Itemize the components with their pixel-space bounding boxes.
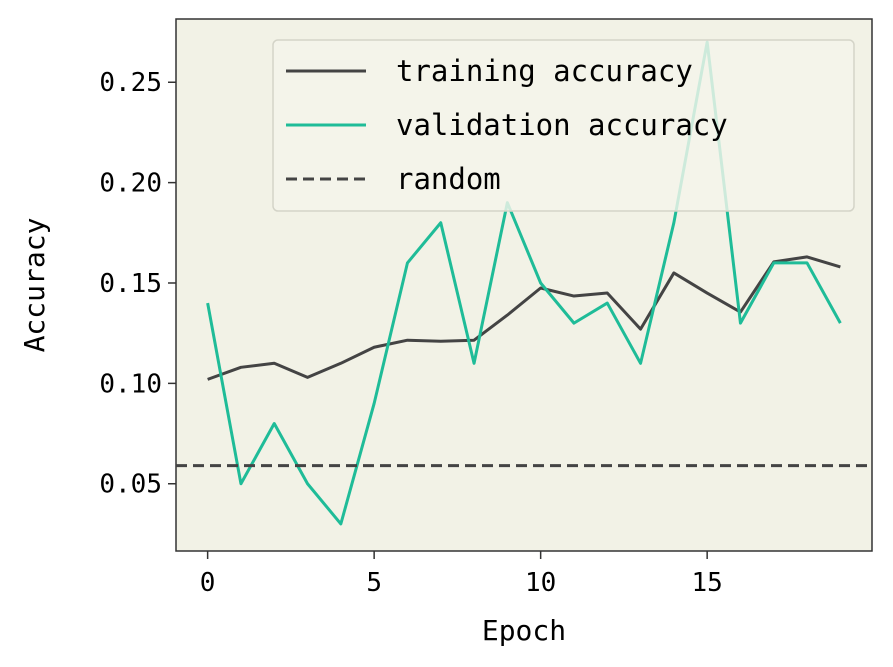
x-tick-label: 5	[366, 568, 382, 598]
y-tick-label: 0.20	[99, 169, 162, 199]
series-line-validation-accuracy	[206, 40, 842, 526]
series-line-training-accuracy	[207, 255, 841, 381]
x-tick-label: 10	[525, 568, 556, 598]
y-tick-label: 0.15	[99, 269, 162, 299]
legend: training accuracy validation accuracy rand…	[272, 39, 855, 212]
x-tick-label: 0	[200, 568, 216, 598]
legend-label: validation accuracy	[396, 108, 728, 142]
y-tick-label: 0.10	[99, 369, 162, 399]
x-tick-label: 15	[692, 568, 723, 598]
x-axis-label: Epoch	[482, 614, 566, 647]
y-tick-label: 0.05	[99, 470, 162, 500]
legend-label: random	[396, 162, 501, 196]
legend-label: training accuracy	[396, 54, 693, 88]
y-axis-label: Accuracy	[18, 218, 51, 353]
legend-box	[272, 39, 855, 212]
y-tick-label: 0.25	[99, 68, 162, 98]
